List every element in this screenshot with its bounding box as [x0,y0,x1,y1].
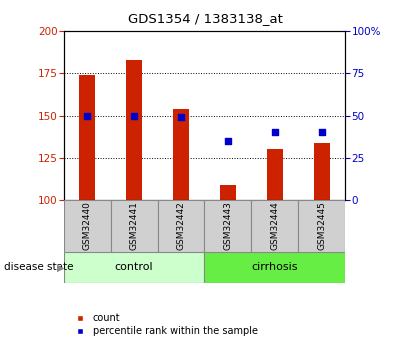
Text: GSM32444: GSM32444 [270,201,279,250]
Bar [64,252,204,283]
Bar [267,149,283,200]
Bar [314,142,330,200]
Text: ▶: ▶ [57,263,65,272]
Text: GSM32443: GSM32443 [224,201,233,250]
Bar [126,60,142,200]
Point [178,115,184,120]
Point [319,130,325,135]
Point [272,130,278,135]
Legend: count, percentile rank within the sample: count, percentile rank within the sample [67,309,262,340]
Bar [111,200,157,252]
Bar [79,75,95,200]
Text: GDS1354 / 1383138_at: GDS1354 / 1383138_at [128,12,283,25]
Point [131,113,137,118]
Text: control: control [115,263,153,272]
Text: GSM32445: GSM32445 [317,201,326,250]
Point [84,113,90,118]
Bar [205,200,252,252]
Bar [64,200,111,252]
Text: GSM32440: GSM32440 [83,201,92,250]
Text: GSM32441: GSM32441 [129,201,139,250]
Bar [252,200,298,252]
Point [225,138,231,144]
Bar [298,200,345,252]
Bar [173,109,189,200]
Text: cirrhosis: cirrhosis [252,263,298,272]
Bar [220,185,236,200]
Bar [157,200,205,252]
Text: GSM32442: GSM32442 [176,201,185,250]
Bar [205,252,345,283]
Text: disease state: disease state [4,263,74,272]
